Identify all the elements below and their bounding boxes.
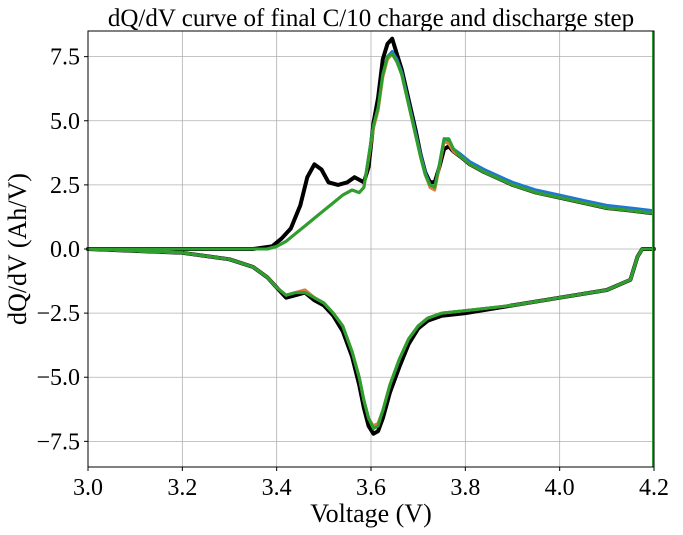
x-tick-label: 3.0 [73,475,103,501]
y-tick-label: −5.0 [36,365,80,391]
curves [86,31,656,467]
x-tick-label: 3.4 [262,475,292,501]
x-tick-label: 4.2 [639,475,669,501]
y-tick-label: 0.0 [50,237,80,263]
x-axis-label: Voltage (V) [310,499,432,528]
y-tick-label: −7.5 [36,429,80,455]
x-axis-ticks: 3.0 3.2 3.4 3.6 3.8 4.0 4.2 [73,467,669,501]
chart-title: dQ/dV curve of final C/10 charge and dis… [108,5,634,32]
y-tick-label: 5.0 [50,109,80,135]
y-tick-label: 7.5 [50,45,80,71]
y-axis-label: dQ/dV (Ah/V) [3,173,32,325]
x-tick-label: 4.0 [545,475,575,501]
x-tick-label: 3.2 [167,475,197,501]
x-tick-label: 3.6 [356,475,386,501]
series-4-discharge-line [86,247,656,430]
y-tick-label: −2.5 [36,301,80,327]
y-tick-label: 2.5 [50,173,80,199]
series-4-charge-line [86,52,654,251]
y-axis-ticks: −7.5 −5.0 −2.5 0.0 2.5 5.0 7.5 [36,45,88,455]
x-tick-label: 3.8 [450,475,480,501]
